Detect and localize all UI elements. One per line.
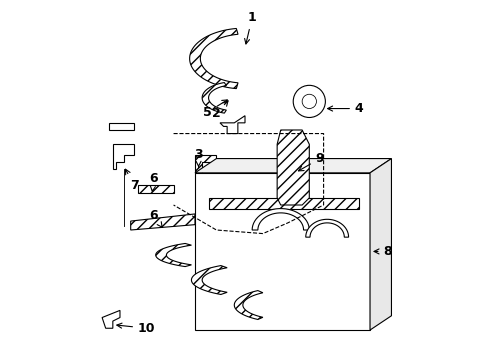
Polygon shape — [102, 310, 120, 328]
Polygon shape — [195, 173, 370, 330]
Polygon shape — [195, 158, 392, 173]
Text: 2: 2 — [212, 101, 228, 120]
Polygon shape — [277, 130, 309, 205]
Polygon shape — [306, 219, 348, 237]
Polygon shape — [220, 116, 245, 134]
Polygon shape — [113, 144, 134, 169]
Polygon shape — [209, 198, 359, 208]
Polygon shape — [252, 208, 309, 230]
Polygon shape — [195, 155, 217, 173]
Polygon shape — [156, 243, 192, 266]
Polygon shape — [370, 158, 392, 330]
Text: 9: 9 — [298, 152, 324, 171]
Text: 6: 6 — [149, 209, 162, 228]
Text: 7: 7 — [125, 169, 139, 192]
Polygon shape — [109, 123, 134, 130]
Polygon shape — [190, 28, 238, 89]
Text: 3: 3 — [194, 148, 203, 167]
Circle shape — [293, 85, 325, 117]
Text: 6: 6 — [149, 172, 158, 191]
Text: 5: 5 — [203, 100, 227, 119]
Polygon shape — [138, 185, 173, 193]
Text: 10: 10 — [117, 322, 155, 335]
Polygon shape — [202, 82, 226, 113]
Text: 4: 4 — [328, 102, 364, 115]
Polygon shape — [192, 266, 227, 294]
Text: 8: 8 — [374, 245, 392, 258]
Polygon shape — [234, 291, 263, 319]
Polygon shape — [131, 214, 195, 230]
Text: 1: 1 — [245, 11, 257, 44]
